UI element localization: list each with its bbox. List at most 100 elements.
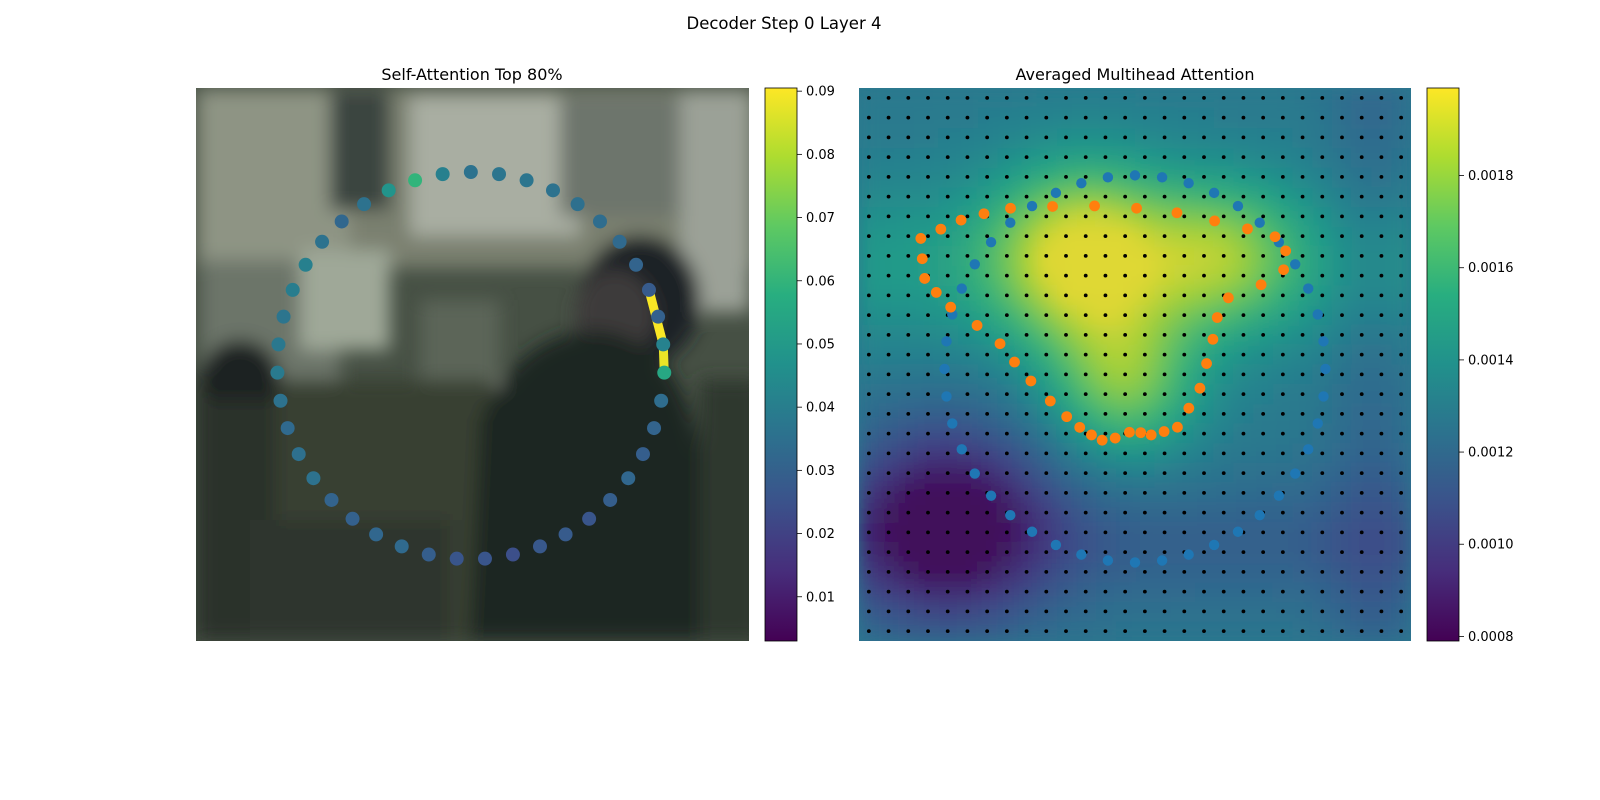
- grid-dot: [1280, 293, 1285, 298]
- grid-dot: [1241, 490, 1246, 495]
- grid-dot: [1280, 550, 1285, 555]
- grid-dot: [1083, 392, 1088, 397]
- polygon-point-2: [519, 173, 534, 188]
- grid-dot: [1320, 155, 1325, 160]
- grid-dot: [1320, 589, 1325, 594]
- grid-dot: [866, 352, 871, 357]
- grid-dot: [1340, 194, 1344, 199]
- grid-dot: [866, 392, 871, 397]
- grid-dot: [965, 155, 970, 160]
- grid-dot: [1202, 234, 1206, 239]
- grid-dot: [1064, 155, 1068, 160]
- polygon-point-19: [532, 539, 547, 554]
- blue-point-11: [1320, 363, 1331, 375]
- orange-point-18: [1201, 358, 1212, 369]
- grid-dot: [1004, 234, 1009, 239]
- grid-dot: [1044, 95, 1049, 100]
- polygon-point-25: [369, 527, 384, 542]
- grid-dot: [1064, 471, 1068, 476]
- blue-point-26: [1026, 526, 1038, 537]
- grid-dot: [1064, 530, 1068, 535]
- grid-dot: [1044, 550, 1049, 555]
- grid-dot: [926, 313, 930, 318]
- grid-dot: [926, 471, 930, 476]
- grid-dot: [1261, 234, 1266, 239]
- grid-dot: [965, 234, 970, 239]
- grid-dot: [1024, 313, 1029, 318]
- grid-dot: [1182, 589, 1187, 594]
- grid-dot: [1221, 313, 1226, 318]
- grid-dot: [1064, 431, 1068, 436]
- grid-dot: [1221, 629, 1226, 634]
- grid-dot: [1340, 174, 1344, 179]
- grid-dot: [1064, 214, 1068, 219]
- grid-dot: [945, 155, 950, 160]
- grid-dot: [965, 372, 970, 377]
- grid-dot: [1142, 589, 1147, 594]
- grid-dot: [926, 609, 930, 614]
- grid-dot: [1399, 234, 1404, 239]
- grid-dot: [1004, 352, 1009, 357]
- polygon-point-13: [647, 421, 662, 436]
- grid-dot: [1123, 135, 1128, 140]
- grid-dot: [1142, 293, 1147, 298]
- grid-dot: [1142, 95, 1147, 100]
- grid-dot: [1004, 313, 1009, 318]
- grid-dot: [1379, 234, 1384, 239]
- grid-dot: [1004, 253, 1009, 258]
- grid-dot: [1182, 372, 1187, 377]
- grid-dot: [1399, 174, 1404, 179]
- grid-dot: [1024, 273, 1029, 278]
- grid-dot: [1044, 609, 1049, 614]
- grid-dot: [866, 530, 871, 535]
- grid-dot: [1379, 589, 1384, 594]
- blue-point-34: [941, 336, 952, 347]
- orange-point-31: [1044, 395, 1056, 407]
- orange-point-33: [1009, 356, 1020, 368]
- blue-point-12: [1318, 391, 1329, 402]
- grid-dot: [1340, 332, 1344, 337]
- grid-dot: [1241, 510, 1246, 515]
- grid-dot: [1202, 392, 1206, 397]
- orange-point-25: [1124, 426, 1135, 438]
- grid-dot: [906, 629, 911, 634]
- grid-dot: [1359, 273, 1364, 278]
- grid-dot: [1320, 273, 1325, 278]
- grid-dot: [866, 234, 871, 239]
- orange-point-15: [1222, 292, 1234, 304]
- grid-dot: [965, 392, 970, 397]
- grid-dot: [1044, 589, 1049, 594]
- grid-dot: [985, 609, 990, 614]
- grid-dot: [1202, 194, 1206, 199]
- grid-dot: [1280, 451, 1285, 456]
- grid-dot: [1103, 253, 1108, 258]
- grid-dot: [985, 629, 990, 634]
- grid-dot: [1340, 609, 1344, 614]
- grid-dot: [1103, 372, 1108, 377]
- grid-dot: [886, 609, 891, 614]
- grid-dot: [1340, 490, 1344, 495]
- grid-dot: [1182, 352, 1187, 357]
- grid-dot: [1320, 510, 1325, 515]
- grid-dot: [965, 115, 970, 120]
- grid-dot: [965, 411, 970, 416]
- grid-dot: [1399, 273, 1404, 278]
- blue-point-23: [1102, 555, 1114, 566]
- polygon-point-17: [582, 511, 597, 526]
- orange-point-19: [1194, 382, 1206, 394]
- grid-dot: [1123, 451, 1128, 456]
- grid-dot: [1182, 273, 1187, 278]
- grid-dot: [945, 510, 950, 515]
- grid-dot: [866, 313, 871, 318]
- grid-dot: [1261, 530, 1266, 535]
- grid-dot: [1123, 510, 1128, 515]
- grid-dot: [1182, 115, 1187, 120]
- grid-dot: [1142, 569, 1147, 574]
- grid-reference-dots: [866, 95, 1404, 634]
- grid-dot: [1162, 609, 1167, 614]
- grid-dot: [906, 234, 911, 239]
- grid-dot: [1083, 510, 1088, 515]
- grid-dot: [1064, 135, 1068, 140]
- grid-dot: [1142, 411, 1147, 416]
- grid-dot: [1340, 530, 1344, 535]
